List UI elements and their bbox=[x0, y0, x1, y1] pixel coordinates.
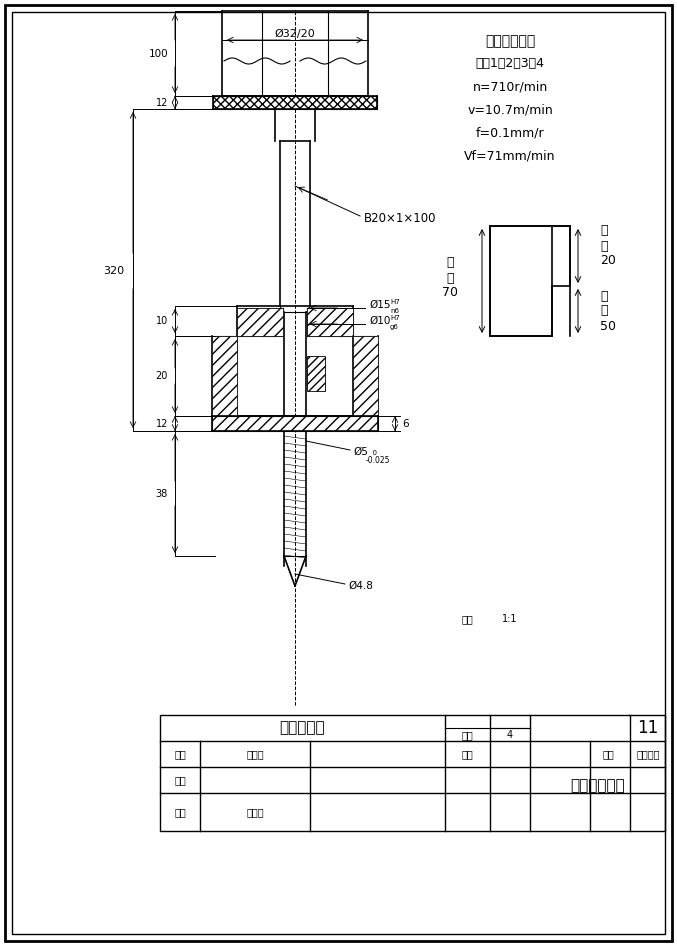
Text: Ø32/20: Ø32/20 bbox=[275, 29, 315, 39]
Text: 描图: 描图 bbox=[174, 775, 186, 785]
Text: 10: 10 bbox=[156, 316, 168, 326]
Text: 审核: 审核 bbox=[174, 807, 186, 817]
Text: f=0.1mm/r: f=0.1mm/r bbox=[476, 127, 544, 139]
Text: 20: 20 bbox=[156, 371, 168, 381]
Text: Vf=71mm/min: Vf=71mm/min bbox=[464, 149, 556, 163]
Text: 孙士达: 孙士达 bbox=[246, 749, 264, 759]
Text: 快
进
20: 快 进 20 bbox=[600, 224, 616, 268]
Polygon shape bbox=[212, 336, 237, 416]
Text: v=10.7m/min: v=10.7m/min bbox=[467, 103, 553, 116]
Text: 38: 38 bbox=[156, 489, 168, 499]
Text: Ø15: Ø15 bbox=[369, 300, 391, 310]
Text: 制图: 制图 bbox=[174, 749, 186, 759]
Text: Ø5: Ø5 bbox=[353, 447, 368, 457]
Text: Ø10: Ø10 bbox=[369, 316, 391, 326]
Text: 12: 12 bbox=[156, 98, 168, 108]
Text: n6: n6 bbox=[390, 308, 399, 314]
Polygon shape bbox=[237, 308, 283, 336]
Text: 比例: 比例 bbox=[462, 614, 473, 624]
Text: 数量: 数量 bbox=[462, 730, 473, 740]
Text: 工
进
50: 工 进 50 bbox=[600, 289, 616, 332]
Text: -0.025: -0.025 bbox=[366, 456, 391, 465]
Text: 硬质合金: 硬质合金 bbox=[636, 749, 660, 759]
Text: H7: H7 bbox=[390, 315, 399, 321]
Polygon shape bbox=[353, 336, 378, 416]
Text: B20×1×100: B20×1×100 bbox=[364, 212, 437, 224]
Text: 100: 100 bbox=[148, 49, 168, 59]
Text: 12: 12 bbox=[156, 419, 168, 429]
Text: 6: 6 bbox=[402, 419, 409, 429]
Text: n=710r/min: n=710r/min bbox=[473, 80, 548, 94]
Text: 0: 0 bbox=[368, 450, 377, 456]
Text: 加工示意图: 加工示意图 bbox=[280, 721, 326, 735]
Bar bbox=[212, 416, 378, 431]
Text: 4: 4 bbox=[507, 730, 513, 740]
Text: 320: 320 bbox=[103, 266, 124, 276]
Text: 多轴箱下端面: 多轴箱下端面 bbox=[485, 34, 535, 48]
Text: 1:1: 1:1 bbox=[502, 614, 518, 624]
Bar bbox=[307, 356, 325, 391]
Polygon shape bbox=[307, 308, 353, 336]
Text: 材料: 材料 bbox=[602, 749, 614, 759]
Bar bbox=[213, 96, 377, 109]
Text: 吴永国: 吴永国 bbox=[246, 807, 264, 817]
Text: 快
退
70: 快 退 70 bbox=[442, 256, 458, 300]
Text: Ø4.8: Ø4.8 bbox=[348, 581, 373, 591]
Text: H7: H7 bbox=[390, 299, 399, 305]
Text: 辽宁工业大学: 辽宁工业大学 bbox=[570, 779, 625, 794]
Text: g6: g6 bbox=[390, 324, 399, 330]
Text: 重量: 重量 bbox=[461, 749, 473, 759]
Text: 主轴1、2、3、4: 主轴1、2、3、4 bbox=[475, 58, 544, 71]
Text: 11: 11 bbox=[637, 719, 658, 737]
Bar bbox=[160, 715, 665, 831]
